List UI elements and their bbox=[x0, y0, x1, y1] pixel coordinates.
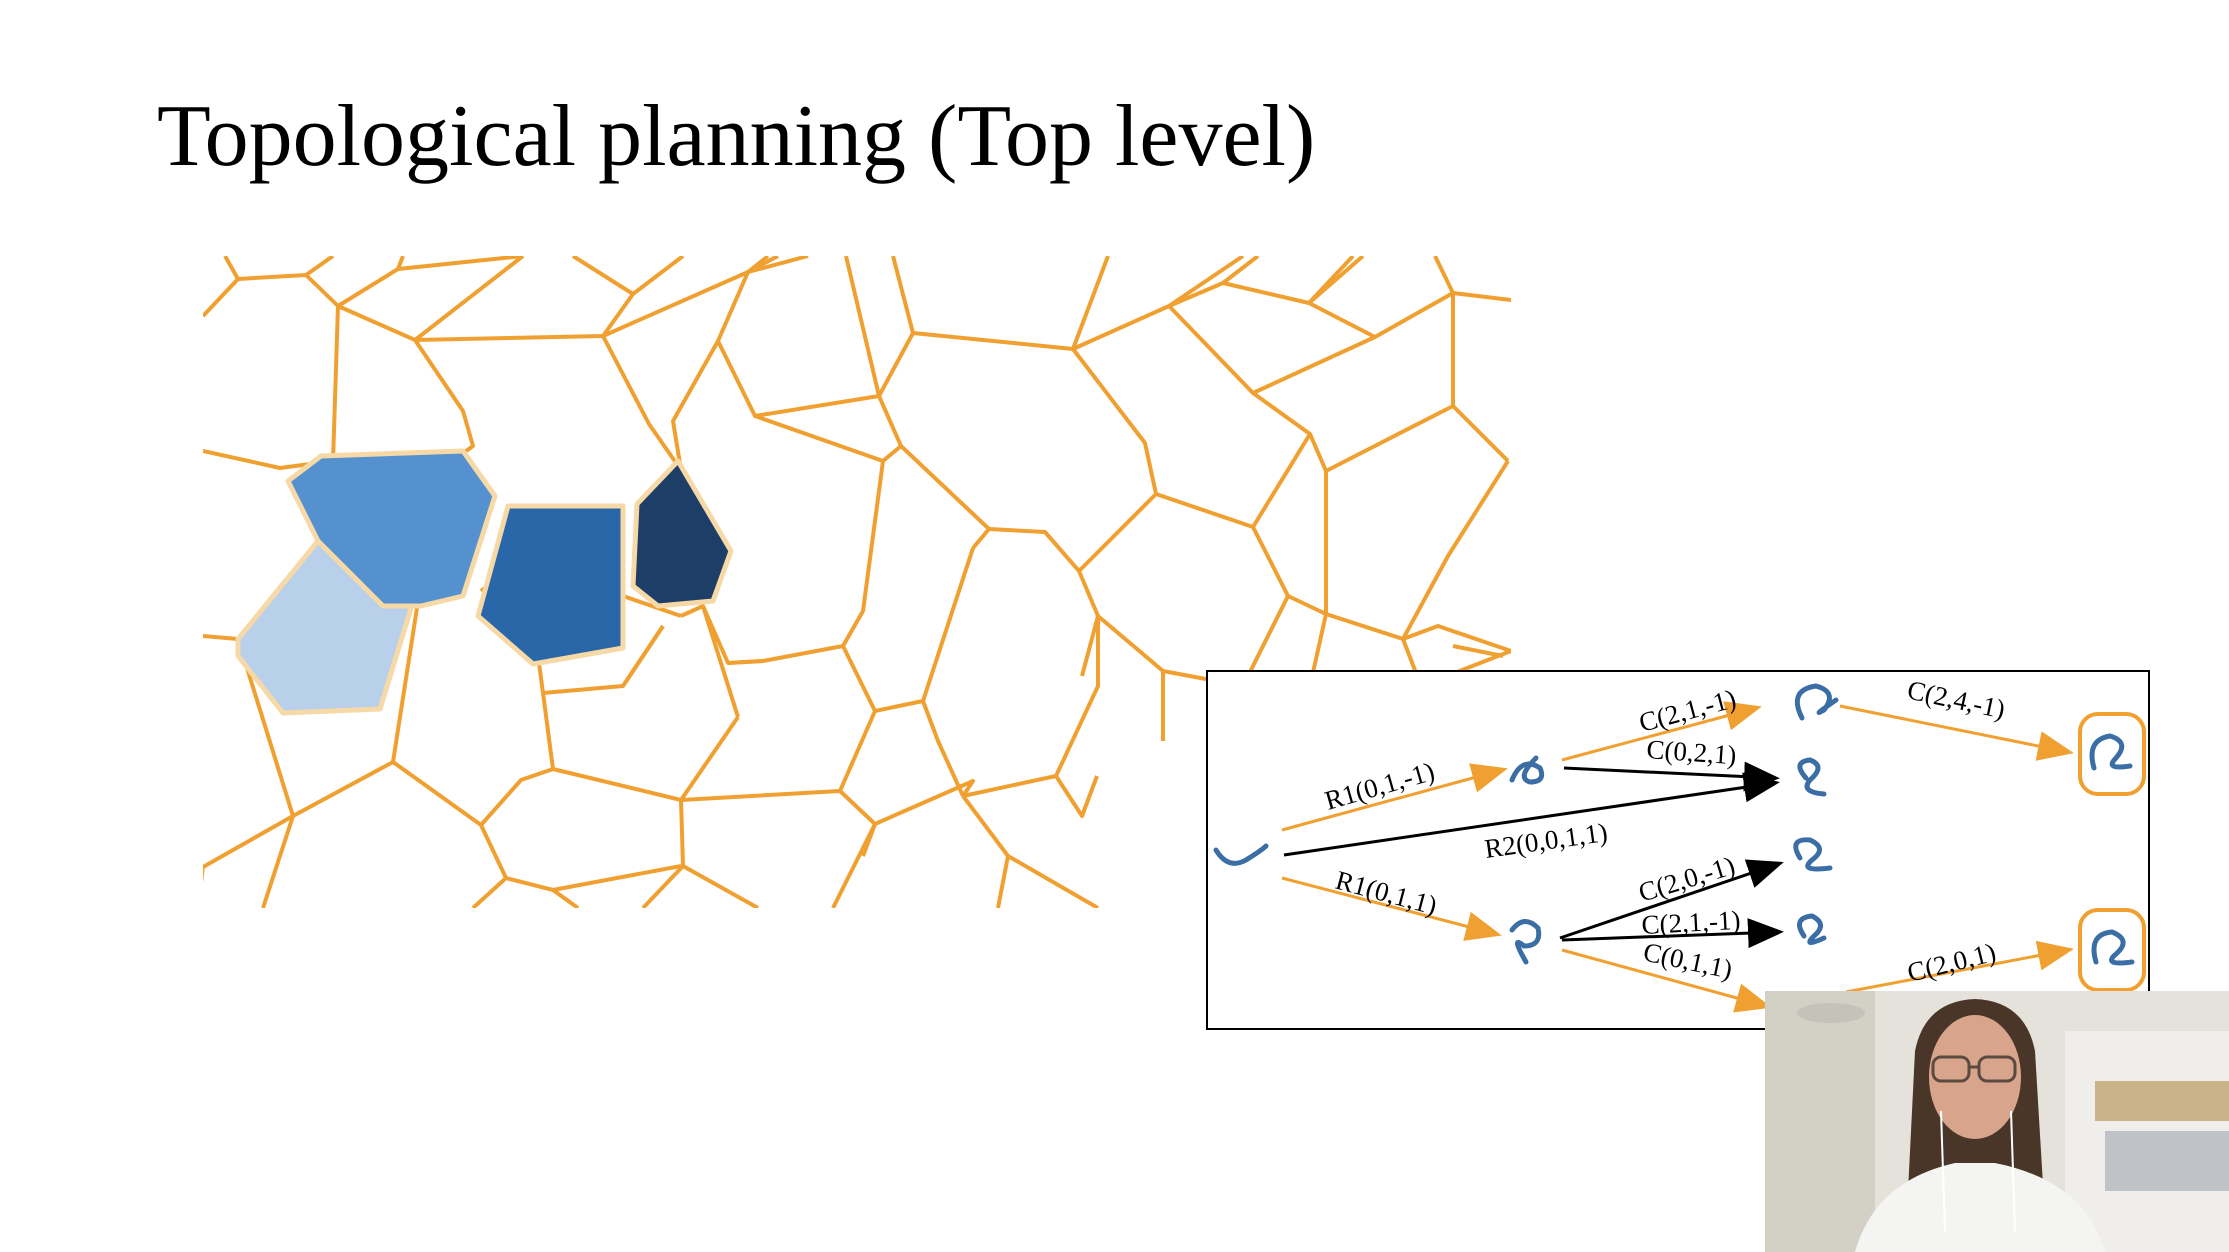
slide-title: Topological planning (Top level) bbox=[157, 88, 1316, 185]
rope-knot-icon bbox=[1797, 757, 1827, 797]
edge-e6 bbox=[1839, 704, 2074, 761]
rope-loop-icon bbox=[1509, 919, 1542, 965]
rope-knot-goal-icon bbox=[2091, 929, 2135, 966]
transition-graph: R1(0,1,-1) R2(0,0,1,1) R1(0,1,1) C(2,1,-… bbox=[1206, 670, 2150, 1030]
edge-label-e5: C(0,2,1) bbox=[1646, 734, 1738, 770]
goal-node-2 bbox=[2078, 908, 2146, 992]
edge-e7 bbox=[1559, 859, 1784, 940]
edge-e4 bbox=[1561, 701, 1762, 762]
goal-node-1 bbox=[2078, 712, 2146, 796]
edge-e10 bbox=[1845, 940, 2074, 994]
edge-label-e8: C(2,1,-1) bbox=[1641, 905, 1741, 940]
highlight-cell-medium-light bbox=[285, 448, 498, 609]
graph-frame bbox=[1206, 670, 2150, 1030]
rope-start-icon bbox=[1213, 843, 1269, 866]
edge-e8 bbox=[1561, 918, 1784, 949]
edge-e9 bbox=[1561, 948, 1772, 1013]
presenter-video-icon bbox=[1765, 991, 2229, 1252]
rope-knot-icon bbox=[1794, 683, 1839, 721]
rope-loop-icon bbox=[1509, 755, 1545, 785]
rope-knot-goal-icon bbox=[2089, 733, 2133, 771]
highlight-cell-dark bbox=[630, 458, 734, 609]
edge-e1 bbox=[1281, 763, 1508, 832]
highlight-cell-medium bbox=[475, 503, 626, 667]
voronoi-grid bbox=[203, 256, 1511, 908]
presenter-webcam bbox=[1765, 991, 2229, 1252]
rope-knot-icon bbox=[1793, 837, 1833, 872]
edge-e5 bbox=[1563, 761, 1780, 792]
edge-e2 bbox=[1283, 772, 1780, 857]
rope-knot-icon bbox=[1797, 913, 1827, 945]
edge-e3 bbox=[1281, 876, 1502, 941]
